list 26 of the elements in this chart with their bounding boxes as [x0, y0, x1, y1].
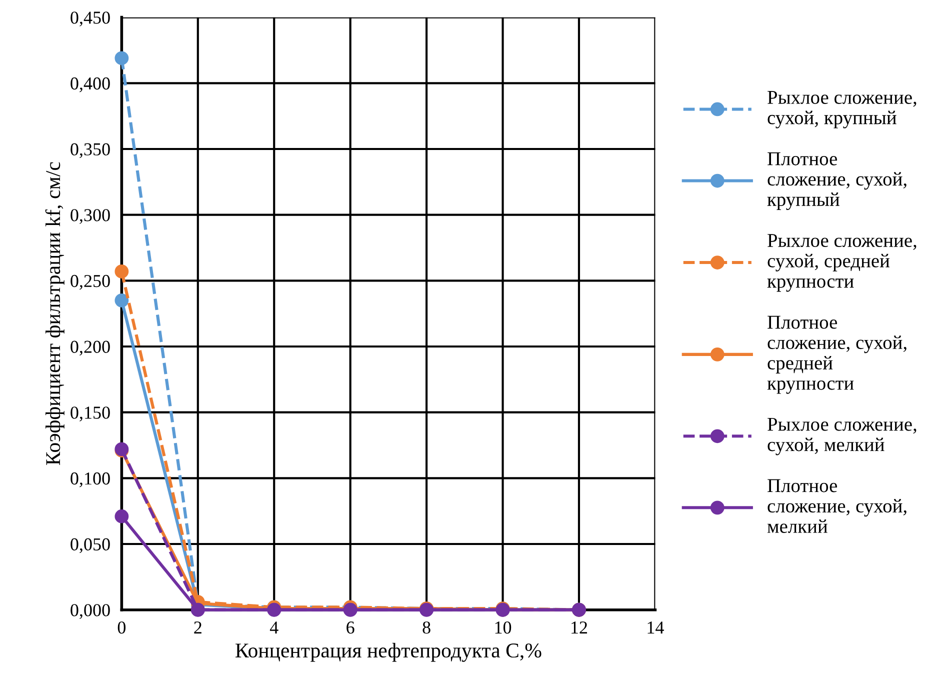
y-tick-label: 0,050 — [70, 538, 110, 554]
y-tick-label: 0,000 — [70, 604, 110, 619]
y-tick-label: 0,100 — [70, 472, 110, 488]
legend-label: Рыхлое сложение, сухой, средней крупности — [767, 234, 916, 292]
legend-label: Плотное сложение, сухой, мелкий — [767, 479, 906, 533]
y-tick-label: 0,150 — [70, 406, 110, 422]
x-tick-label: 14 — [648, 622, 664, 634]
y-tick-label: 0,200 — [70, 340, 110, 356]
x-tick-label: 8 — [422, 621, 430, 634]
y-tick-label: 0,300 — [70, 209, 110, 224]
x-tick-label: 2 — [194, 622, 202, 634]
legend-label: Рыхлое сложение, сухой, мелкий — [768, 418, 916, 456]
x-tick-label: 0 — [118, 621, 126, 634]
x-axis-title: Концентрация нефтепродукта C,% — [235, 642, 542, 662]
y-axis-title: Коэффициент фильтрации kf, см/с — [45, 162, 64, 466]
legend-label: Плотное сложение, сухой, крупный — [767, 152, 906, 210]
x-tick-label: 4 — [270, 622, 278, 634]
x-tick-label: 10 — [495, 621, 512, 634]
y-tick-label: 0,400 — [70, 77, 110, 92]
legend-label: Плотное сложение, сухой, средней крупности — [767, 316, 906, 394]
legend-label: Рыхлое сложение, сухой, крупный — [768, 91, 916, 128]
y-tick-label: 0,350 — [70, 143, 110, 158]
y-tick-label: 0,450 — [70, 12, 110, 26]
x-tick-label: 6 — [346, 622, 354, 634]
y-tick-label: 0,250 — [70, 274, 110, 290]
x-tick-label: 12 — [572, 622, 588, 634]
